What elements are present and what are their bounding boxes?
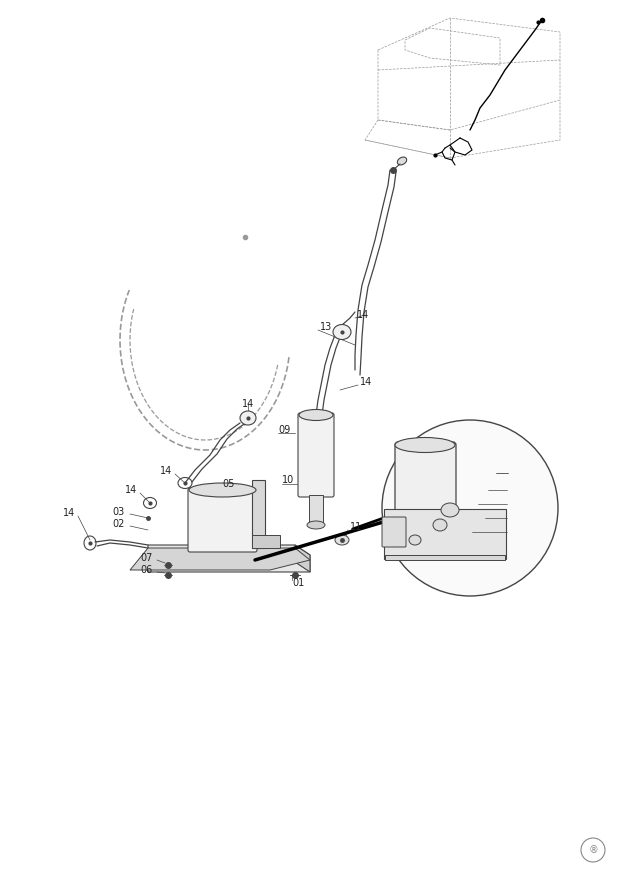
Text: 06: 06 <box>140 565 153 575</box>
Text: 11: 11 <box>350 522 362 532</box>
Polygon shape <box>252 535 280 548</box>
Text: 02: 02 <box>112 519 125 529</box>
Text: 14: 14 <box>160 466 172 476</box>
Ellipse shape <box>441 503 459 517</box>
Polygon shape <box>385 555 505 560</box>
Ellipse shape <box>299 409 333 421</box>
FancyBboxPatch shape <box>384 509 506 559</box>
Polygon shape <box>252 480 265 548</box>
Text: A: A <box>510 512 516 520</box>
Ellipse shape <box>333 325 351 340</box>
FancyBboxPatch shape <box>188 488 257 552</box>
Text: D: D <box>510 498 517 506</box>
Text: 03: 03 <box>112 507 124 517</box>
Text: 14: 14 <box>125 485 137 495</box>
Polygon shape <box>148 545 310 572</box>
Ellipse shape <box>409 535 421 545</box>
Text: 09: 09 <box>278 425 290 435</box>
Text: 14: 14 <box>242 399 254 409</box>
Ellipse shape <box>335 535 349 545</box>
Text: B: B <box>510 526 516 534</box>
Text: 14: 14 <box>63 508 75 518</box>
Ellipse shape <box>397 157 407 165</box>
Text: 13: 13 <box>320 322 332 332</box>
Text: 10: 10 <box>282 475 294 485</box>
Polygon shape <box>295 545 310 572</box>
FancyBboxPatch shape <box>298 413 334 497</box>
FancyBboxPatch shape <box>395 442 456 518</box>
Text: 14: 14 <box>357 310 370 320</box>
Text: 05: 05 <box>222 479 234 489</box>
Text: 00: 00 <box>510 465 521 475</box>
Ellipse shape <box>395 437 455 452</box>
Text: 07: 07 <box>140 553 153 563</box>
Polygon shape <box>130 548 310 570</box>
Text: C: C <box>510 484 516 492</box>
Circle shape <box>382 420 558 596</box>
Text: 01: 01 <box>292 578 304 588</box>
Ellipse shape <box>307 521 325 529</box>
Ellipse shape <box>240 411 256 425</box>
Ellipse shape <box>189 483 256 497</box>
Text: 14: 14 <box>360 377 372 387</box>
Ellipse shape <box>433 519 447 531</box>
FancyBboxPatch shape <box>382 517 406 547</box>
Text: ®: ® <box>588 845 598 855</box>
Bar <box>309 495 323 525</box>
